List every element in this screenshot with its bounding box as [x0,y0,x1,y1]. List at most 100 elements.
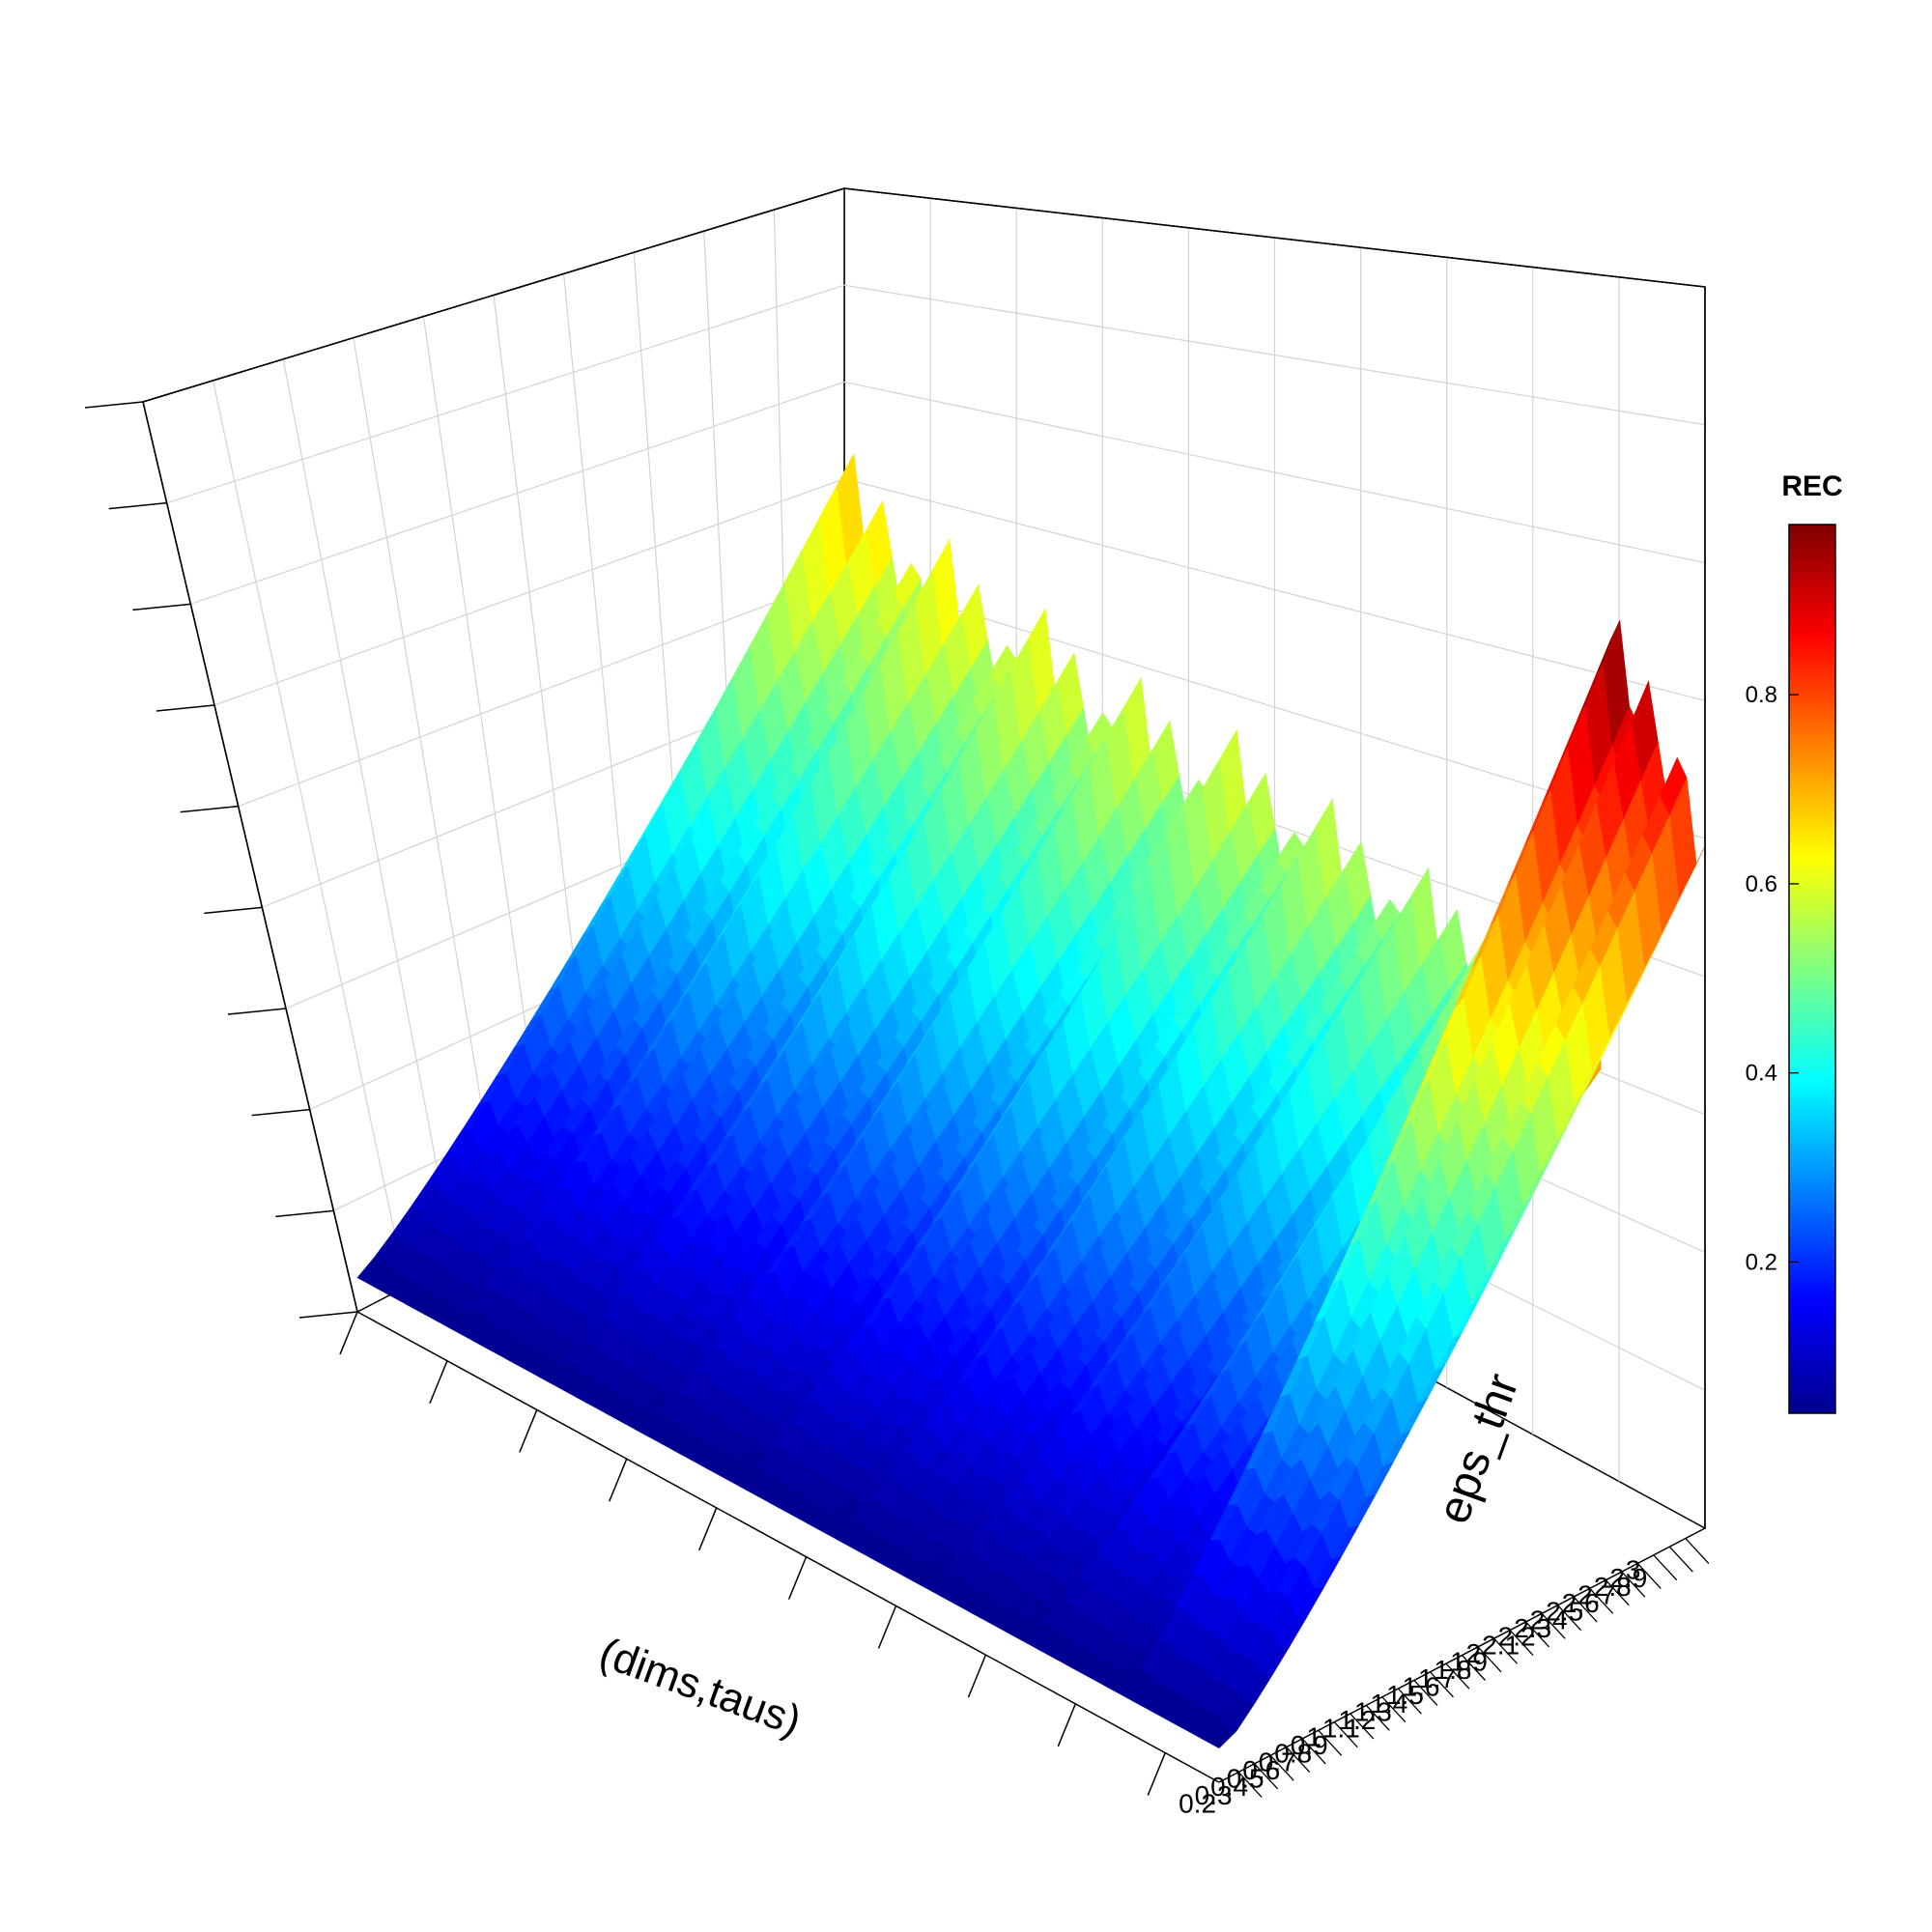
y-axis-ticks: 0.20.30.40.50.60.70.80.91 1.11.21.31.41.5… [1179,1538,1710,1818]
z-tick [251,1108,310,1117]
x-tick [339,1311,358,1355]
y-tick-label: 1.7 [1418,1663,1456,1693]
y-tick-label: 0.2 [1179,1788,1216,1818]
x-tick [429,1360,448,1405]
y-tick [1493,1637,1519,1664]
grid-line [190,381,845,605]
grid-line [843,478,1706,701]
y-tick [1381,1696,1406,1723]
colorbar: REC 0.2 0.4 0.6 0.8 [1746,470,1843,1414]
grid-line [282,358,456,1262]
y-tick-label: 1.9 [1450,1647,1488,1677]
grid-line [238,575,845,808]
grid-line [213,478,845,706]
z-tick [84,401,144,409]
y-tick [1413,1679,1438,1706]
y-tick-label: 2.8 [1594,1572,1632,1602]
colorbar-tick-label: 0.2 [1746,1249,1777,1275]
y-tick [1636,1563,1662,1589]
x-tick [877,1605,897,1649]
x-tick [609,1458,628,1502]
y-tick [1429,1671,1454,1698]
y-tick [1462,1655,1486,1681]
z-tick [298,1311,358,1319]
y-tick-label: 2.1 [1482,1630,1520,1660]
z-tick [132,603,191,611]
y-tick [1365,1704,1390,1731]
y-tick [1318,1729,1343,1756]
z-tick [204,906,263,915]
box-edge [142,187,845,403]
y-tick-label: 1.8 [1435,1655,1472,1685]
grid-line [166,284,845,504]
y-tick [1573,1596,1598,1623]
colorbar-tick-label: 0.4 [1746,1061,1777,1087]
surface-facet [1208,1725,1237,1748]
y-tick [1525,1621,1550,1648]
z-tick [108,501,167,510]
z-tick [275,1209,334,1218]
y-axis-title: eps_thr [1428,1367,1529,1530]
x-axis-title: (dims,taus) [593,1629,807,1745]
y-tick-label: 2.2 [1498,1622,1536,1652]
x-tick [519,1409,538,1453]
y-tick-label: 2.6 [1562,1588,1600,1618]
surface [356,452,1707,1748]
y-tick-label: 1 [1306,1721,1321,1751]
x-tick [1147,1752,1166,1796]
y-tick [1301,1738,1326,1765]
grid-line [353,337,504,1236]
y-tick [1397,1688,1422,1715]
y-tick [1269,1754,1294,1781]
y-tick-label: 2.7 [1577,1579,1615,1609]
z-tick [227,1008,287,1015]
y-tick-label: 0.9 [1291,1730,1328,1760]
y-tick [1333,1721,1358,1748]
colorbar-tick-label: 0.6 [1746,871,1777,897]
y-tick-label: 1.4 [1370,1689,1407,1719]
x-tick [697,1507,718,1551]
y-tick [1286,1747,1311,1773]
y-tick-label: 0.4 [1210,1772,1248,1802]
z-tick [156,704,215,712]
colorbar-title: REC [1781,470,1842,502]
x-axis-ticks [339,1311,1166,1796]
y-tick-label: 2.3 [1514,1613,1551,1643]
y-tick [1350,1713,1375,1740]
y-tick-label: 1.5 [1386,1680,1424,1710]
y-tick [1653,1554,1678,1581]
y-tick [1237,1772,1263,1798]
y-tick-label: 0.8 [1274,1739,1312,1769]
y-tick-label: 2.4 [1530,1605,1568,1634]
grid-line [843,284,1706,426]
y-tick-label: 0.7 [1259,1747,1296,1776]
grid-line [213,380,407,1288]
y-tick [1557,1605,1582,1632]
y-tick [1254,1763,1279,1790]
y-tick-label: 2 [1466,1638,1482,1668]
y-tick [1668,1546,1693,1573]
y-tick-label: 1.2 [1338,1705,1376,1735]
y-tick [1589,1587,1614,1614]
y-tick-label: 3 [1626,1555,1641,1585]
colorbar-gradient [1788,524,1836,1414]
x-tick [1057,1703,1077,1747]
y-tick [1621,1571,1646,1598]
y-tick-label: 1.6 [1403,1672,1440,1702]
y-tick-label: 2.9 [1609,1563,1647,1593]
y-tick-label: 0.3 [1195,1780,1233,1810]
y-tick [1477,1646,1502,1673]
x-tick [967,1654,987,1698]
y-tick-label: 1.3 [1354,1696,1392,1726]
z-axis-ticks [84,401,358,1319]
y-tick [1685,1538,1710,1564]
y-tick [1605,1579,1630,1606]
y-tick [1541,1612,1566,1639]
x-tick [787,1556,808,1600]
colorbar-tick-label: 0.8 [1746,682,1777,708]
y-tick-label: 0.5 [1227,1764,1264,1794]
y-tick [1509,1630,1534,1657]
z-tick [180,805,239,813]
grid-line [843,381,1706,564]
